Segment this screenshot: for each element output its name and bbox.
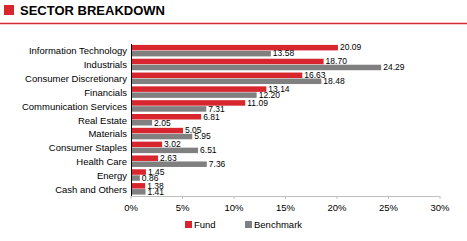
data-label: 7.36: [209, 159, 226, 169]
data-label: 1.41: [148, 187, 165, 197]
bar: [131, 155, 158, 161]
chart: SECTOR BREAKDOWN20.0913.5818.7024.2916.6…: [0, 0, 467, 241]
x-tick: [337, 196, 338, 199]
legend-label: Benchmark: [254, 219, 302, 230]
bar: [131, 134, 192, 140]
category-label: Health Care: [76, 156, 127, 167]
category-label: Communication Services: [22, 101, 127, 112]
bar: [131, 120, 152, 126]
x-tick: [440, 196, 441, 199]
x-tick-label: 0%: [124, 202, 138, 213]
data-label: 5.95: [194, 131, 211, 141]
bar: [131, 106, 206, 112]
data-label: 18.70: [326, 56, 348, 66]
data-label: 11.09: [247, 98, 268, 108]
title: SECTOR BREAKDOWN: [20, 3, 165, 18]
bar: [131, 92, 257, 98]
bar: [131, 189, 146, 195]
category-label: Financials: [84, 87, 127, 98]
data-label: 3.02: [164, 139, 181, 149]
x-tick: [131, 196, 132, 199]
x-tick: [388, 196, 389, 199]
category-label: Consumer Discretionary: [25, 73, 127, 84]
data-label: 13.58: [273, 48, 295, 58]
data-label: 2.05: [154, 118, 171, 128]
x-tick-label: 20%: [327, 202, 347, 213]
data-label: 20.09: [340, 42, 362, 52]
x-tick-label: 15%: [276, 202, 296, 213]
category-label: Real Estate: [78, 115, 127, 126]
x-tick-label: 25%: [379, 202, 399, 213]
x-tick: [285, 196, 286, 199]
title-rule: [0, 23, 467, 25]
category-label: Consumer Staples: [49, 142, 127, 153]
category-label: Energy: [97, 170, 127, 181]
data-label: 6.51: [200, 145, 217, 155]
bar: [131, 45, 338, 51]
bar: [131, 183, 145, 189]
data-labels: 20.0913.5818.7024.2916.6318.4813.1412.20…: [142, 42, 405, 196]
x-tick-label: 10%: [224, 202, 244, 213]
data-label: 18.48: [323, 76, 345, 86]
y-axis: [131, 44, 132, 196]
bar: [131, 100, 245, 106]
data-label: 24.29: [383, 62, 405, 72]
x-tick: [182, 196, 183, 199]
data-label: 2.63: [160, 153, 177, 163]
category-label: Information Technology: [29, 45, 127, 56]
bar: [131, 142, 162, 148]
x-tick-label: 5%: [176, 202, 190, 213]
data-label: 6.81: [203, 112, 220, 122]
bar: [131, 128, 183, 133]
bar: [131, 59, 324, 65]
bars: [131, 45, 381, 195]
category-label: Industrials: [84, 59, 128, 70]
legend-swatch: [245, 221, 252, 228]
category-label: Cash and Others: [55, 184, 127, 195]
legend-swatch: [185, 221, 192, 228]
x-tick: [234, 196, 235, 199]
bar: [131, 79, 321, 85]
legend-label: Fund: [194, 219, 216, 230]
category-label: Materials: [88, 128, 127, 139]
bar: [131, 175, 140, 181]
bar: [131, 86, 266, 92]
bar: [131, 73, 302, 79]
title-icon: [4, 5, 14, 15]
x-tick-label: 30%: [430, 202, 450, 213]
bar: [131, 51, 271, 57]
